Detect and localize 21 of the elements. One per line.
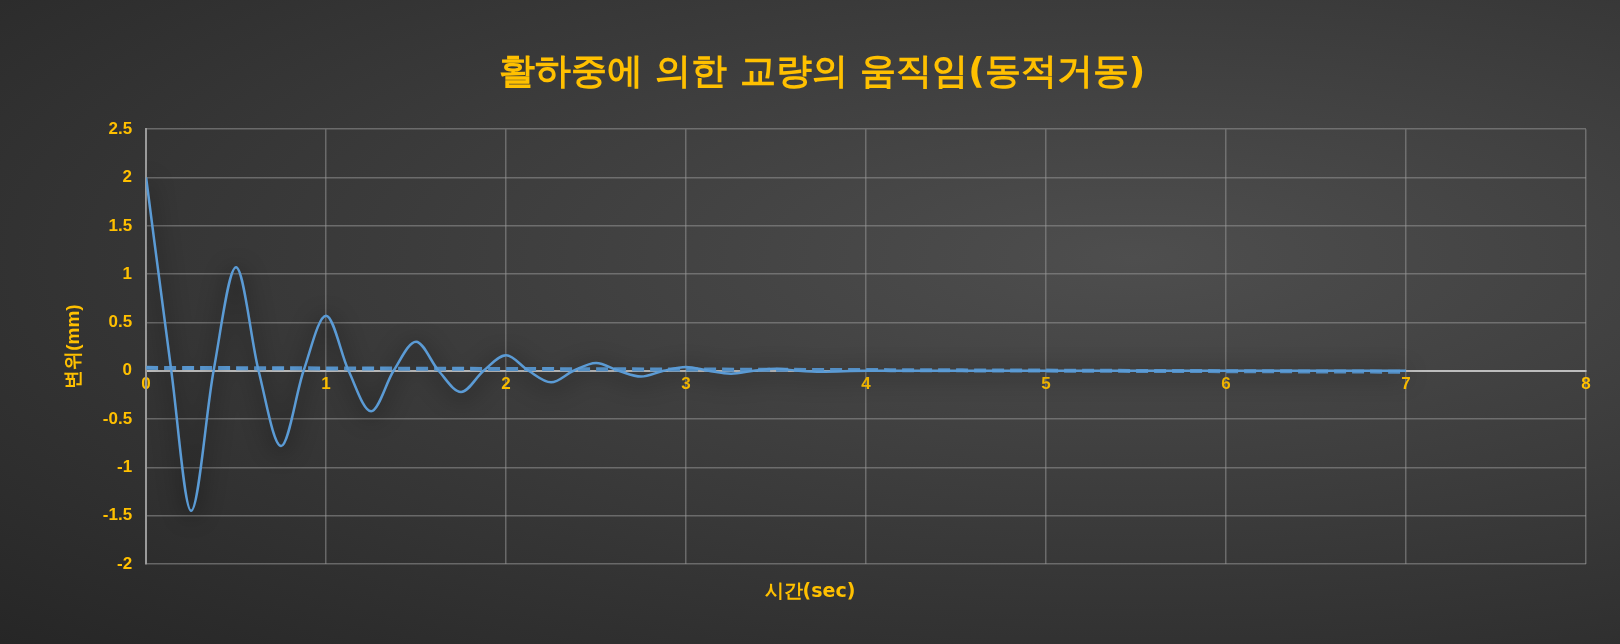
x-tick-label: 1 — [321, 373, 331, 393]
x-tick-label: 8 — [1581, 373, 1591, 393]
y-tick-label: 1 — [122, 263, 133, 283]
x-tick-label: 5 — [1041, 373, 1051, 393]
x-axis-title: 시간(sec) — [763, 578, 857, 603]
y-tick-label: 0 — [122, 360, 133, 380]
x-tick-label: 6 — [1221, 373, 1231, 393]
y-tick-label: 1.5 — [108, 215, 133, 235]
y-tick-label: -0.5 — [102, 408, 133, 428]
y-tick-label: -1.5 — [102, 505, 133, 525]
y-tick-label: -2 — [116, 553, 133, 573]
chart-title: 활하중에 의한 교량의 움직임(동적거동) — [498, 49, 1146, 91]
y-tick-label: 2.5 — [108, 118, 133, 138]
x-tick-label: 3 — [681, 373, 691, 393]
y-axis-title: 변위(mm) — [61, 304, 83, 389]
y-tick-label: -1 — [116, 457, 133, 477]
x-tick-label: 7 — [1401, 373, 1411, 393]
y-tick-label: 0.5 — [108, 312, 133, 332]
x-tick-label: 2 — [501, 373, 511, 393]
y-tick-label: 2 — [122, 167, 133, 187]
x-tick-label: 4 — [861, 373, 872, 393]
